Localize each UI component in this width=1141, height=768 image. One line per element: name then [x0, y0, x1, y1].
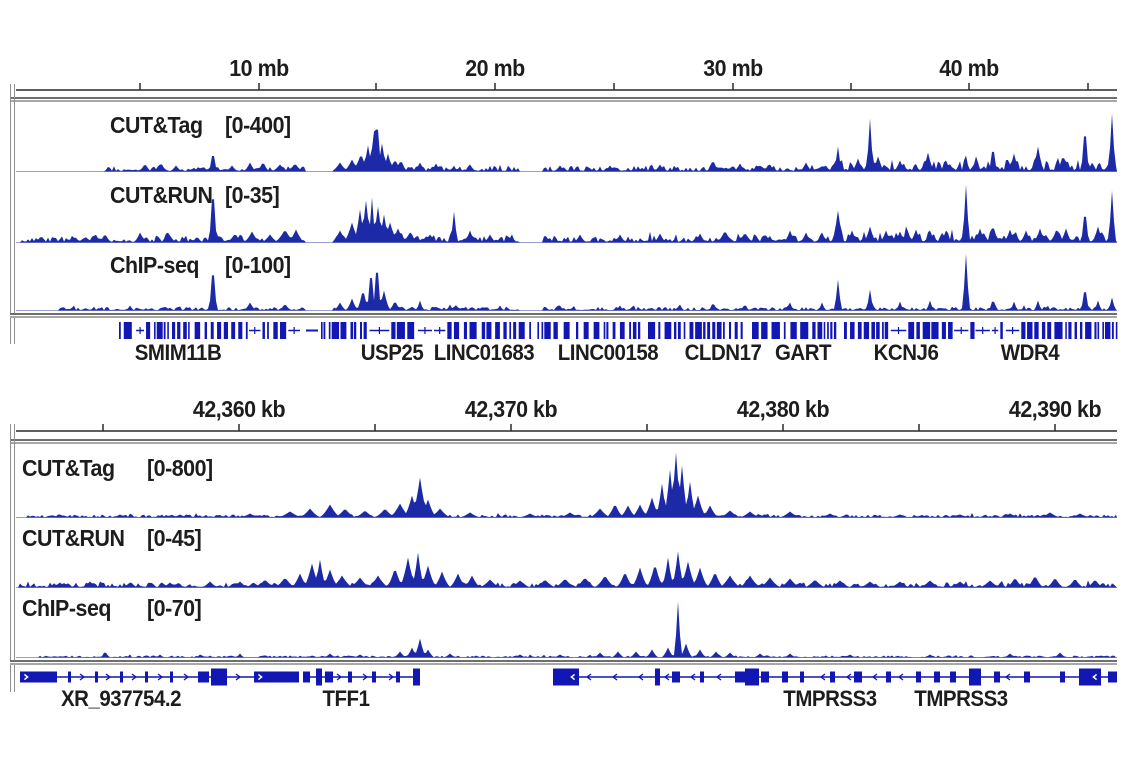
- genome-ruler-locus[interactable]: [0, 422, 1141, 432]
- track-name-label: CUT&Tag: [110, 112, 203, 138]
- gene-label: LINC00158: [557, 340, 659, 365]
- ruler-label: 42,380 kb: [736, 396, 830, 422]
- gene-label: SMIM11B: [134, 340, 222, 365]
- signal-track-cutandrun-overview[interactable]: [0, 176, 1141, 244]
- track-scale-label: [0-100]: [225, 252, 291, 278]
- ruler-label: 10 mb: [229, 55, 289, 81]
- panel-separator: [10, 439, 1117, 444]
- gene-label: XR_937754.2: [60, 686, 182, 711]
- track-name-label: ChIP-seq: [22, 595, 111, 621]
- panel-left-border: [10, 424, 11, 692]
- gene-label: USP25: [360, 340, 424, 365]
- panel-left-border: [14, 424, 15, 692]
- panel-left-border: [14, 84, 15, 344]
- ruler-label: 40 mb: [939, 55, 999, 81]
- gene-label: TMPRSS3: [914, 686, 1008, 711]
- track-scale-label: [0-800]: [147, 455, 213, 481]
- gene-annotation-track-locus[interactable]: [0, 666, 1141, 690]
- genome-ruler-overview[interactable]: [0, 81, 1141, 91]
- signal-track-chipseq-overview[interactable]: [0, 246, 1141, 312]
- panel-separator: [10, 313, 1117, 318]
- signal-track-cutandrun-locus[interactable]: [0, 522, 1141, 589]
- gene-label: TFF1: [322, 686, 370, 711]
- ruler-label: 30 mb: [703, 55, 763, 81]
- track-scale-label: [0-400]: [225, 112, 291, 138]
- track-name-label: CUT&RUN: [110, 182, 213, 208]
- panel-left-border: [10, 84, 11, 344]
- ruler-label: 42,390 kb: [1008, 396, 1102, 422]
- panel-separator: [10, 97, 1117, 102]
- track-scale-label: [0-70]: [147, 595, 202, 621]
- signal-track-chipseq-locus[interactable]: [0, 592, 1141, 659]
- signal-track-cutandtag-overview[interactable]: [0, 106, 1141, 173]
- track-name-label: CUT&Tag: [22, 455, 115, 481]
- ruler-label: 42,370 kb: [464, 396, 558, 422]
- ruler-label: 42,360 kb: [192, 396, 286, 422]
- track-scale-label: [0-45]: [147, 525, 202, 551]
- track-name-label: ChIP-seq: [110, 252, 199, 278]
- signal-track-cutandtag-locus[interactable]: [0, 450, 1141, 519]
- gene-label: WDR4: [1000, 340, 1060, 365]
- track-scale-label: [0-35]: [225, 182, 280, 208]
- panel-separator: [10, 660, 1117, 665]
- gene-label: LINC01683: [433, 340, 535, 365]
- gene-annotation-track-overview[interactable]: [0, 320, 1141, 341]
- track-name-label: CUT&RUN: [22, 525, 125, 551]
- ruler-label: 20 mb: [465, 55, 525, 81]
- gene-label: TMPRSS3: [783, 686, 877, 711]
- gene-label: GART: [774, 340, 832, 365]
- gene-label: KCNJ6: [873, 340, 939, 365]
- gene-label: CLDN17: [684, 340, 762, 365]
